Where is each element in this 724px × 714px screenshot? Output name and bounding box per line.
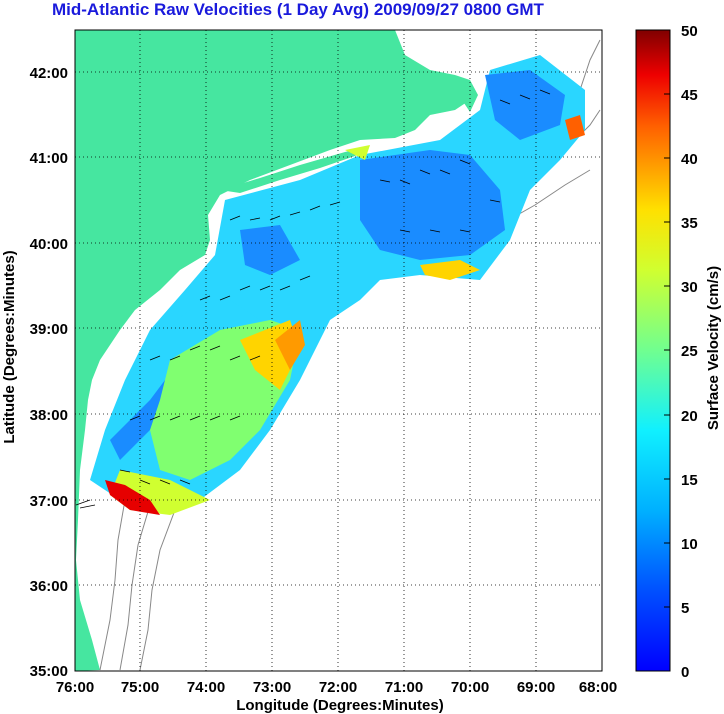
velocity-vectors — [75, 89, 551, 509]
colorbar-ticks — [664, 93, 670, 608]
colorbar-tick: 5 — [681, 600, 689, 617]
colorbar-tick: 10 — [681, 536, 698, 553]
x-tick: 69:00 — [517, 679, 555, 696]
y-tick: 42:00 — [30, 65, 68, 82]
y-tick: 40:00 — [30, 236, 68, 253]
x-axis-label: Longitude (Degrees:Minutes) — [236, 697, 444, 714]
y-tick: 36:00 — [30, 578, 68, 595]
x-tick: 70:00 — [451, 679, 489, 696]
colorbar-tick: 20 — [681, 408, 698, 425]
colorbar-tick: 30 — [681, 279, 698, 296]
colorbar-tick: 15 — [681, 472, 698, 489]
colorbar-tick: 45 — [681, 87, 698, 104]
velocity-field — [90, 55, 585, 515]
y-axis-label: Latitude (Degrees:Minutes) — [1, 250, 18, 443]
y-tick-labels: 42:00 41:00 40:00 39:00 38:00 37:00 36:0… — [30, 65, 68, 680]
colorbar-tick: 25 — [681, 343, 698, 360]
land-mass — [75, 30, 470, 671]
graticule — [75, 30, 602, 671]
map-title: Mid-Atlantic Raw Velocities (1 Day Avg) … — [52, 0, 544, 19]
x-tick: 72:00 — [319, 679, 357, 696]
x-tick: 76:00 — [56, 679, 94, 696]
colorbar-label: Surface Velocity (cm/s) — [705, 266, 722, 430]
x-tick-labels: 76:00 75:00 74:00 73:00 72:00 71:00 70:0… — [56, 679, 617, 696]
colorbar-tick: 40 — [681, 151, 698, 168]
colorbar-tick: 35 — [681, 215, 698, 232]
plot-frame — [74, 29, 603, 672]
colorbar-tick-labels: 50 45 40 35 30 25 20 15 10 5 0 — [681, 23, 698, 681]
y-tick: 39:00 — [30, 321, 68, 338]
colorbar-tick: 50 — [681, 23, 698, 40]
x-tick: 71:00 — [385, 679, 423, 696]
x-tick: 75:00 — [121, 679, 159, 696]
colorbar-tick: 0 — [681, 664, 689, 681]
x-tick: 73:00 — [253, 679, 291, 696]
x-tick: 74:00 — [187, 679, 225, 696]
long-island — [220, 146, 370, 193]
x-tick: 68:00 — [579, 679, 617, 696]
y-tick: 38:00 — [30, 407, 68, 424]
cape-cod — [455, 75, 478, 112]
y-tick: 41:00 — [30, 150, 68, 167]
y-tick: 37:00 — [30, 493, 68, 510]
y-tick: 35:00 — [30, 663, 68, 680]
